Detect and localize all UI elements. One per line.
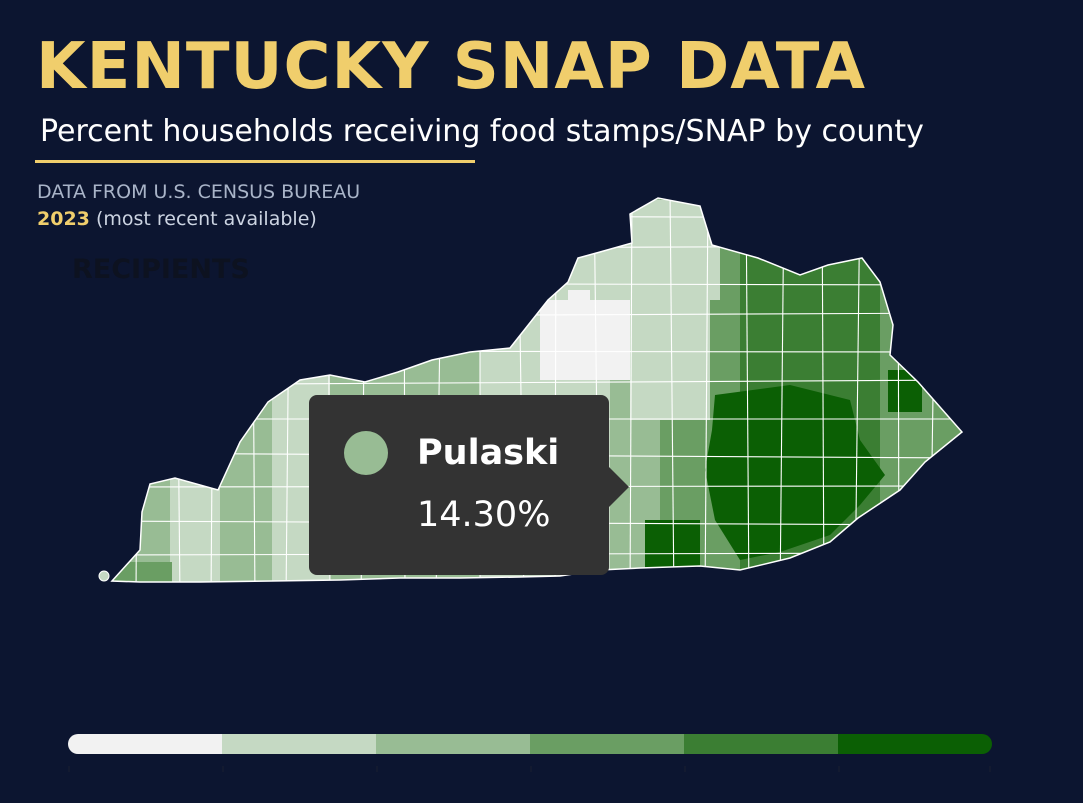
county-region (568, 290, 590, 325)
county-region (645, 520, 700, 570)
county-region (840, 198, 880, 582)
county-region (770, 262, 830, 312)
county-border (100, 190, 105, 600)
tooltip-pointer (609, 467, 629, 507)
legend-tick (838, 766, 840, 772)
data-year-line: 2023 (most recent available) (37, 208, 317, 230)
tooltip-county-name: Pulaski (417, 433, 560, 473)
legend-tick (222, 766, 224, 772)
legend-tick (989, 766, 991, 772)
data-source: DATA FROM U.S. CENSUS BUREAU (37, 181, 361, 203)
legend-bin-4 (530, 734, 684, 754)
legend-tick (684, 766, 686, 772)
data-year: 2023 (37, 208, 90, 230)
legend-tick (376, 766, 378, 772)
color-scale-legend (68, 734, 992, 754)
legend-bin-5 (684, 734, 838, 754)
county-region (220, 198, 272, 582)
page-title: KENTUCKY SNAP DATA (36, 30, 866, 104)
county-border (112, 245, 962, 250)
legend-bin-2 (222, 734, 376, 754)
county-border (629, 198, 633, 582)
legend-tick (68, 766, 70, 772)
legend-tick (530, 766, 532, 772)
county-border (90, 589, 970, 592)
legend-bin-6 (838, 734, 992, 754)
data-year-note: (most recent available) (95, 208, 317, 230)
county-border (704, 198, 709, 582)
county-border (929, 198, 937, 582)
page-subtitle: Percent households receiving food stamps… (40, 114, 924, 149)
county-region (112, 562, 172, 582)
county-region (170, 198, 220, 582)
county-region (630, 300, 710, 420)
county-border (669, 198, 675, 582)
county-border (135, 198, 139, 582)
title-divider (35, 160, 475, 163)
county-border (745, 198, 750, 582)
county-border (112, 214, 962, 219)
tooltip-color-swatch (344, 431, 388, 475)
county-region (888, 370, 922, 412)
faint-recipients-label: RECIPIENTS (72, 254, 250, 285)
county-tooltip: Pulaski 14.30% (309, 395, 629, 575)
county-region (705, 385, 885, 560)
legend-ticks (68, 766, 992, 776)
legend-bin-3 (376, 734, 530, 754)
fulton-bend-exclave (98, 570, 110, 582)
county-border (897, 198, 900, 582)
tooltip-county-value: 14.30% (417, 495, 551, 535)
legend-bin-1 (68, 734, 222, 754)
county-region (112, 198, 170, 582)
